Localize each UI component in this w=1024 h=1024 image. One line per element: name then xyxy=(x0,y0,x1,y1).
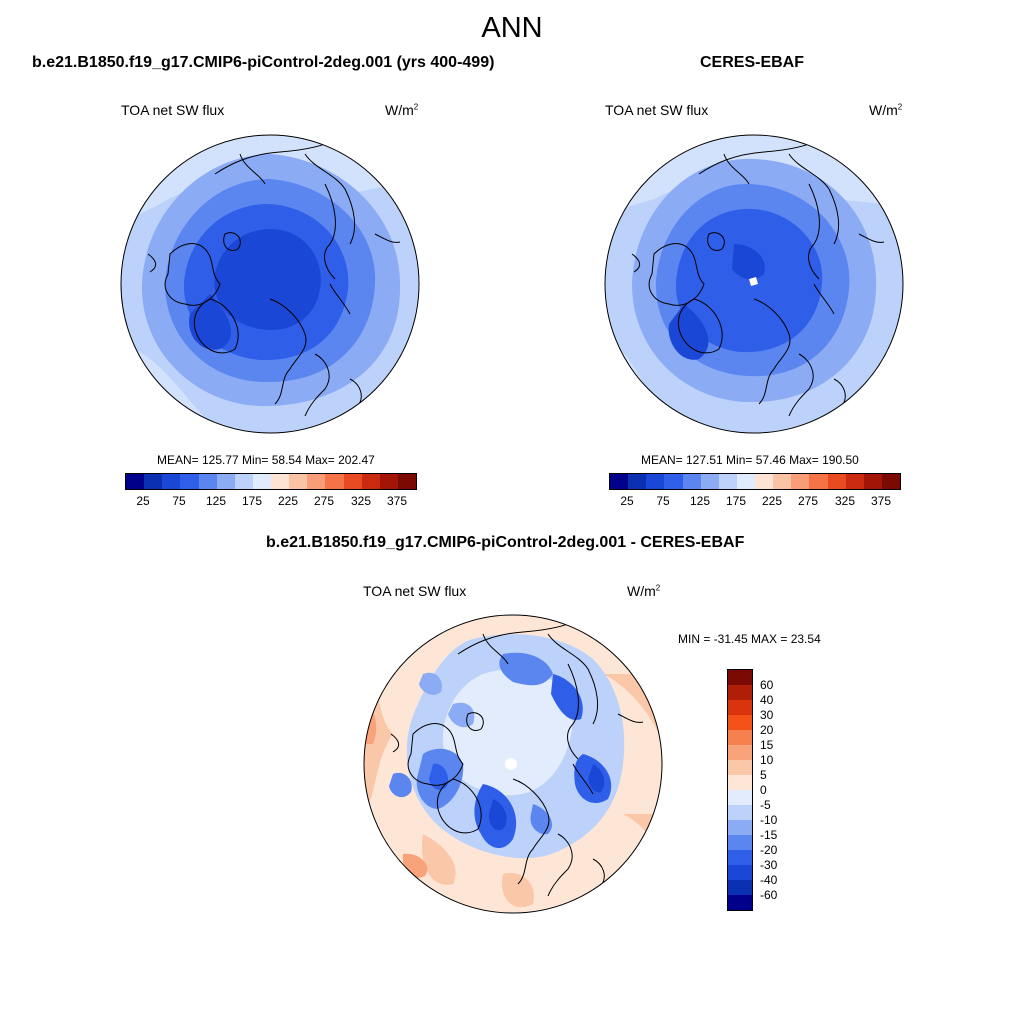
obs-colorbar-tick: 275 xyxy=(797,494,819,508)
model-colorbar-bin-5 xyxy=(198,474,217,489)
obs-colorbar-tick: 125 xyxy=(689,494,711,508)
obs-colorbar-bin-1 xyxy=(610,474,629,489)
model-stats: MEAN= 125.77 Min= 58.54 Max= 202.47 xyxy=(157,453,375,467)
diff-colorbar-bin-5 xyxy=(728,730,752,745)
model-colorbar-bin-2 xyxy=(144,474,163,489)
diff-colorbar-bin-2 xyxy=(728,685,752,700)
model-colorbar xyxy=(125,473,417,490)
obs-colorbar-tick: 75 xyxy=(656,494,670,508)
obs-colorbar-bin-11 xyxy=(791,474,810,489)
diff-colorbar-bin-16 xyxy=(728,895,752,910)
diff-colorbar-bin-15 xyxy=(728,880,752,895)
obs-colorbar-tick: 325 xyxy=(834,494,856,508)
obs-panel-title: CERES-EBAF xyxy=(700,54,805,71)
model-panel-title: b.e21.B1850.f19_g17.CMIP6-piControl-2deg… xyxy=(32,54,495,71)
obs-colorbar-bin-6 xyxy=(700,474,719,489)
model-colorbar-bin-4 xyxy=(180,474,199,489)
obs-colorbar-bin-10 xyxy=(773,474,792,489)
diff-colorbar-bin-12 xyxy=(728,835,752,850)
obs-colorbar-bin-14 xyxy=(845,474,864,489)
diff-colorbar-tick: 0 xyxy=(760,783,767,797)
diff-colorbar-tick: -20 xyxy=(760,843,778,857)
obs-colorbar-bin-7 xyxy=(718,474,737,489)
model-colorbar-bin-13 xyxy=(343,474,362,489)
diff-colorbar-tick: 5 xyxy=(760,768,767,782)
diff-colorbar xyxy=(727,669,753,911)
model-colorbar-bin-8 xyxy=(252,474,271,489)
obs-units-label: W/m2 xyxy=(869,102,903,118)
obs-colorbar-bin-12 xyxy=(809,474,828,489)
diff-polar-map xyxy=(363,614,663,914)
obs-colorbar-bin-13 xyxy=(827,474,846,489)
diff-colorbar-tick: 30 xyxy=(760,708,774,722)
model-colorbar-tick: 75 xyxy=(172,494,186,508)
obs-colorbar-tick: 175 xyxy=(725,494,747,508)
model-colorbar-tick: 125 xyxy=(205,494,227,508)
diff-colorbar-bin-3 xyxy=(728,700,752,715)
diff-panel-title: b.e21.B1850.f19_g17.CMIP6-piControl-2deg… xyxy=(266,534,745,551)
diff-colorbar-bin-8 xyxy=(728,775,752,790)
diff-colorbar-bin-13 xyxy=(728,850,752,865)
model-colorbar-bin-3 xyxy=(162,474,181,489)
diff-colorbar-bin-1 xyxy=(728,670,752,685)
model-colorbar-tick: 375 xyxy=(386,494,408,508)
model-colorbar-bin-6 xyxy=(216,474,235,489)
model-colorbar-bin-14 xyxy=(361,474,380,489)
obs-colorbar-bin-2 xyxy=(628,474,647,489)
obs-colorbar-bin-15 xyxy=(863,474,882,489)
model-colorbar-bin-7 xyxy=(234,474,253,489)
obs-colorbar-bin-8 xyxy=(736,474,755,489)
obs-colorbar-tick: 25 xyxy=(620,494,634,508)
obs-colorbar-bin-4 xyxy=(664,474,683,489)
diff-colorbar-bin-14 xyxy=(728,865,752,880)
diff-colorbar-tick: 15 xyxy=(760,738,774,752)
diff-colorbar-tick: -60 xyxy=(760,888,778,902)
diff-colorbar-bin-11 xyxy=(728,820,752,835)
obs-colorbar xyxy=(609,473,901,490)
model-units-label: W/m2 xyxy=(385,102,419,118)
diff-colorbar-tick: -10 xyxy=(760,813,778,827)
diff-colorbar-tick: -5 xyxy=(760,798,771,812)
obs-stats: MEAN= 127.51 Min= 57.46 Max= 190.50 xyxy=(641,453,859,467)
model-polar-map xyxy=(120,134,420,434)
diff-units-label: W/m2 xyxy=(627,583,661,599)
diff-colorbar-tick: 40 xyxy=(760,693,774,707)
obs-colorbar-bin-9 xyxy=(755,474,774,489)
diff-colorbar-bin-4 xyxy=(728,715,752,730)
page-title: ANN xyxy=(481,12,543,44)
diff-colorbar-tick: -30 xyxy=(760,858,778,872)
obs-colorbar-tick: 225 xyxy=(761,494,783,508)
model-colorbar-tick: 225 xyxy=(277,494,299,508)
diff-colorbar-tick: 10 xyxy=(760,753,774,767)
diff-colorbar-tick: 60 xyxy=(760,678,774,692)
diff-colorbar-bin-7 xyxy=(728,760,752,775)
diff-colorbar-tick: 20 xyxy=(760,723,774,737)
model-colorbar-bin-10 xyxy=(289,474,308,489)
obs-colorbar-bin-16 xyxy=(881,474,900,489)
obs-colorbar-bin-5 xyxy=(682,474,701,489)
model-colorbar-tick: 175 xyxy=(241,494,263,508)
model-colorbar-tick: 325 xyxy=(350,494,372,508)
diff-colorbar-tick: -40 xyxy=(760,873,778,887)
obs-variable-label: TOA net SW flux xyxy=(605,102,709,118)
diff-stats: MIN = -31.45 MAX = 23.54 xyxy=(678,632,821,646)
model-colorbar-tick: 25 xyxy=(136,494,150,508)
model-colorbar-bin-15 xyxy=(379,474,398,489)
model-colorbar-tick: 275 xyxy=(313,494,335,508)
model-colorbar-bin-9 xyxy=(271,474,290,489)
obs-polar-map xyxy=(604,134,904,434)
diff-colorbar-bin-10 xyxy=(728,805,752,820)
diff-colorbar-tick: -15 xyxy=(760,828,778,842)
diff-colorbar-bin-6 xyxy=(728,745,752,760)
obs-colorbar-tick: 375 xyxy=(870,494,892,508)
diff-colorbar-bin-9 xyxy=(728,790,752,805)
model-colorbar-bin-16 xyxy=(397,474,416,489)
model-colorbar-bin-11 xyxy=(307,474,326,489)
model-variable-label: TOA net SW flux xyxy=(121,102,225,118)
diff-variable-label: TOA net SW flux xyxy=(363,583,467,599)
obs-colorbar-bin-3 xyxy=(646,474,665,489)
model-colorbar-bin-12 xyxy=(325,474,344,489)
model-colorbar-bin-1 xyxy=(126,474,145,489)
